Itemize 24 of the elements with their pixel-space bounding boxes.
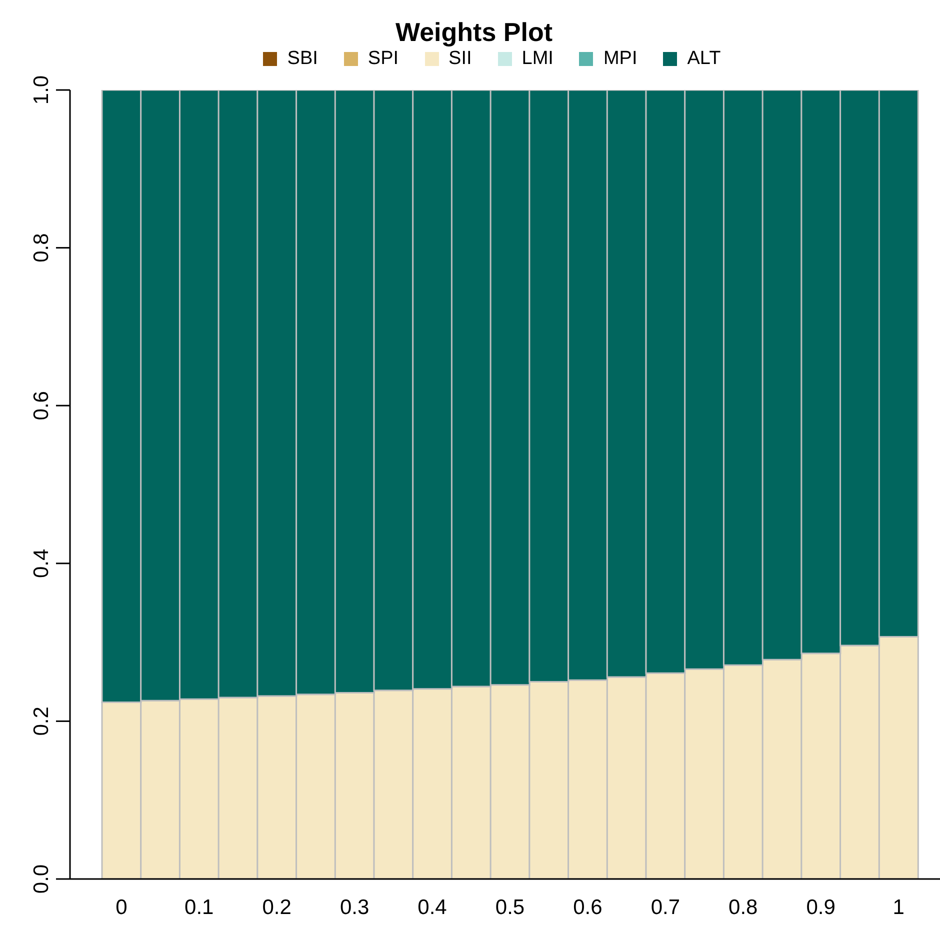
x-tick-label: 0.5: [495, 896, 525, 919]
y-tick-label: 0.6: [30, 391, 53, 420]
y-tick-label: 0.0: [30, 864, 53, 894]
chart-title: Weights Plot: [394, 16, 554, 48]
y-tick-label: 1.0: [30, 75, 53, 105]
x-tick-label: 0.7: [650, 896, 680, 919]
y-tick-label: 0.2: [30, 706, 53, 736]
legend-label: MPI: [603, 48, 638, 70]
x-tick-label: 0.2: [262, 896, 292, 919]
y-tick-label: 0.4: [30, 548, 53, 578]
y-tick-label: 0.8: [30, 233, 53, 262]
x-tick-label: 0.4: [418, 896, 448, 919]
x-tick-label: 0.8: [728, 896, 758, 919]
legend-label: SPI: [368, 48, 399, 70]
legend-label: LMI: [522, 48, 554, 70]
x-tick-label: 0.9: [806, 896, 836, 919]
x-tick-label: 0: [116, 896, 128, 919]
x-tick-label: 0.6: [573, 896, 602, 919]
legend-label: SII: [448, 48, 472, 70]
x-tick-label: 1: [892, 896, 904, 919]
x-tick-label: 0.3: [340, 896, 370, 919]
legend-label: SBI: [287, 48, 318, 70]
series-label: ALT: [687, 48, 721, 70]
x-tick-label: 0.1: [184, 896, 214, 919]
